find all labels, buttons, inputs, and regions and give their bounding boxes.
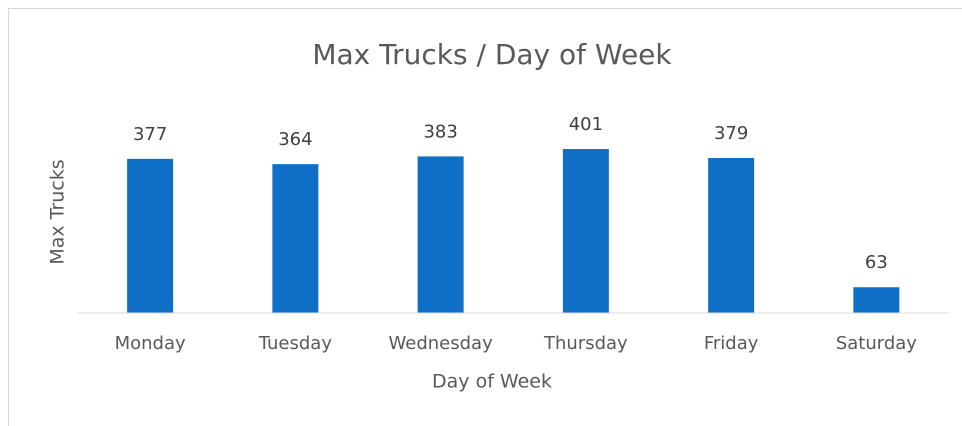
data-label: 63 — [865, 252, 888, 273]
bar — [708, 158, 755, 313]
data-label: 383 — [423, 121, 457, 142]
x-tick-label: Monday — [115, 333, 186, 354]
data-label: 379 — [714, 123, 748, 144]
x-tick-label: Tuesday — [258, 333, 333, 354]
data-label: 364 — [278, 129, 312, 150]
x-tick-label: Saturday — [836, 333, 917, 354]
y-axis-title: Max Trucks — [47, 159, 69, 264]
bar — [417, 156, 464, 313]
bar — [272, 164, 319, 313]
x-tick-label: Wednesday — [389, 333, 494, 354]
x-tick-label: Thursday — [543, 333, 628, 354]
bar — [127, 158, 174, 313]
chart-title: Max Trucks / Day of Week — [312, 38, 672, 71]
bar — [853, 287, 900, 313]
data-label: 377 — [133, 124, 167, 145]
data-label: 401 — [569, 114, 603, 135]
x-tick-label: Friday — [704, 333, 759, 354]
x-axis-title: Day of Week — [432, 371, 552, 393]
bar — [562, 149, 609, 313]
